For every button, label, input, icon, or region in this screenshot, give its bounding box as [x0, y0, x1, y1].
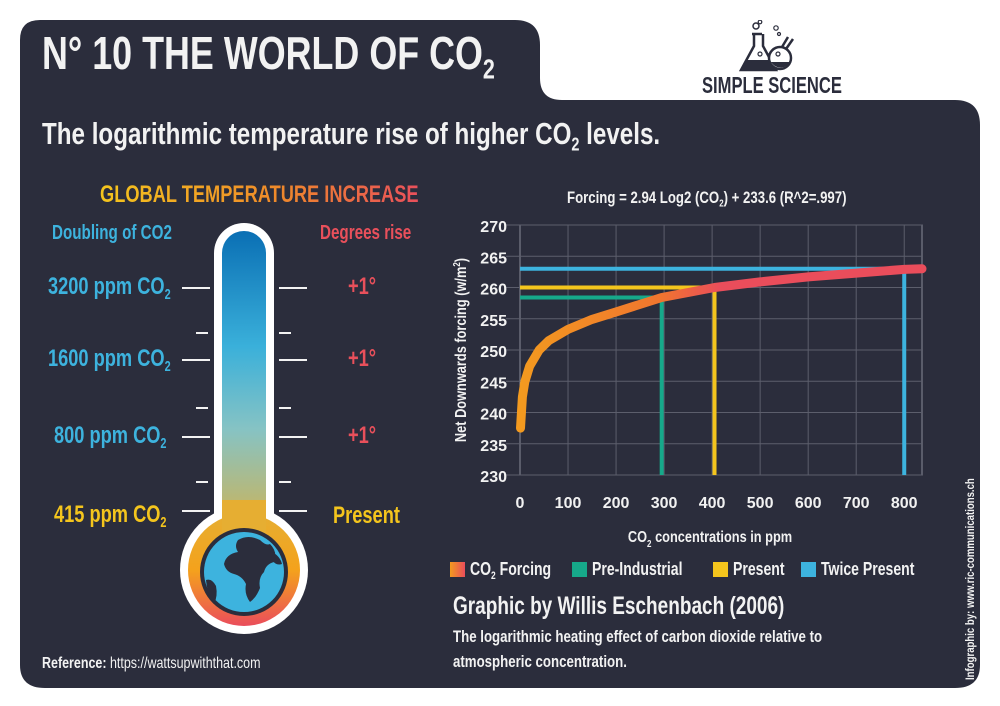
series-co2-forcing — [516, 264, 927, 433]
y-tick-label: 250 — [480, 344, 507, 361]
level-label-415: 415 ppm CO2 — [54, 501, 167, 532]
page-subtitle: The logarithmic temperature rise of high… — [42, 116, 661, 155]
legend-co2-forcing: CO2 Forcing — [450, 558, 574, 581]
doubling-header: Doubling of CO2 — [52, 222, 172, 244]
legend-swatch — [572, 561, 587, 577]
x-tick-label: 0 — [516, 495, 525, 512]
legend-twice-present: Twice Present — [801, 558, 941, 580]
side-credit: Infographic by: www.ric-communications.c… — [963, 478, 977, 680]
x-axis-label: CO2 concentrations in ppm — [628, 529, 792, 549]
y-tick-label: 240 — [480, 407, 507, 424]
y-tick-label: 235 — [480, 438, 507, 455]
thermometer-mercury — [222, 231, 266, 561]
legend-pre-industrial: Pre-Industrial — [572, 558, 708, 580]
y-tick-label: 260 — [480, 282, 507, 299]
y-tick-label: 230 — [480, 469, 507, 486]
credit-description: The logarithmic heating effect of carbon… — [453, 627, 823, 671]
y-tick-label: 265 — [480, 250, 507, 267]
page-title: N° 10 THE WORLD OF CO2 — [42, 27, 495, 85]
level-label-800: 800 ppm CO2 — [54, 422, 167, 453]
y-tick-label: 270 — [480, 219, 507, 236]
legend-present: Present — [713, 558, 799, 580]
rise-label-present: Present — [333, 502, 400, 529]
legend-swatch — [450, 561, 465, 577]
reference-link[interactable]: https://wattsupwiththat.com — [109, 655, 261, 672]
degrees-rise-header: Degrees rise — [320, 222, 412, 244]
x-tick-label: 500 — [747, 495, 774, 512]
level-label-1600: 1600 ppm CO2 — [48, 345, 171, 376]
x-tick-label: 400 — [699, 495, 726, 512]
lab-flasks-icon — [738, 20, 795, 72]
x-tick-label: 100 — [555, 495, 582, 512]
x-tick-label: 700 — [843, 495, 870, 512]
x-tick-label: 800 — [891, 495, 918, 512]
logo-text: SIMPLE SCIENCE — [702, 72, 842, 98]
rise-label-2: +1° — [348, 345, 377, 372]
reference: Reference: https://wattsupwiththat.com — [42, 655, 261, 672]
thermometer-title: GLOBAL TEMPERATURE INCREASE — [100, 181, 419, 208]
rise-label-1: +1° — [348, 273, 377, 300]
y-axis-label: Net Downwards forcing (w/m2) — [451, 258, 470, 442]
x-tick-label: 300 — [651, 495, 678, 512]
level-label-3200: 3200 ppm CO2 — [48, 273, 171, 304]
legend-swatch — [801, 561, 816, 577]
x-tick-label: 600 — [795, 495, 822, 512]
y-tick-label: 255 — [480, 313, 507, 330]
earth-globe-icon — [200, 528, 288, 616]
rise-label-3: +1° — [348, 422, 377, 449]
chart-title: Forcing = 2.94 Log2 (CO2) + 233.6 (R^2=.… — [567, 189, 847, 210]
credit-title: Graphic by Willis Eschenbach (2006) — [453, 592, 785, 620]
x-tick-label: 200 — [603, 495, 630, 512]
legend-swatch — [713, 561, 728, 577]
y-tick-label: 245 — [480, 375, 507, 392]
